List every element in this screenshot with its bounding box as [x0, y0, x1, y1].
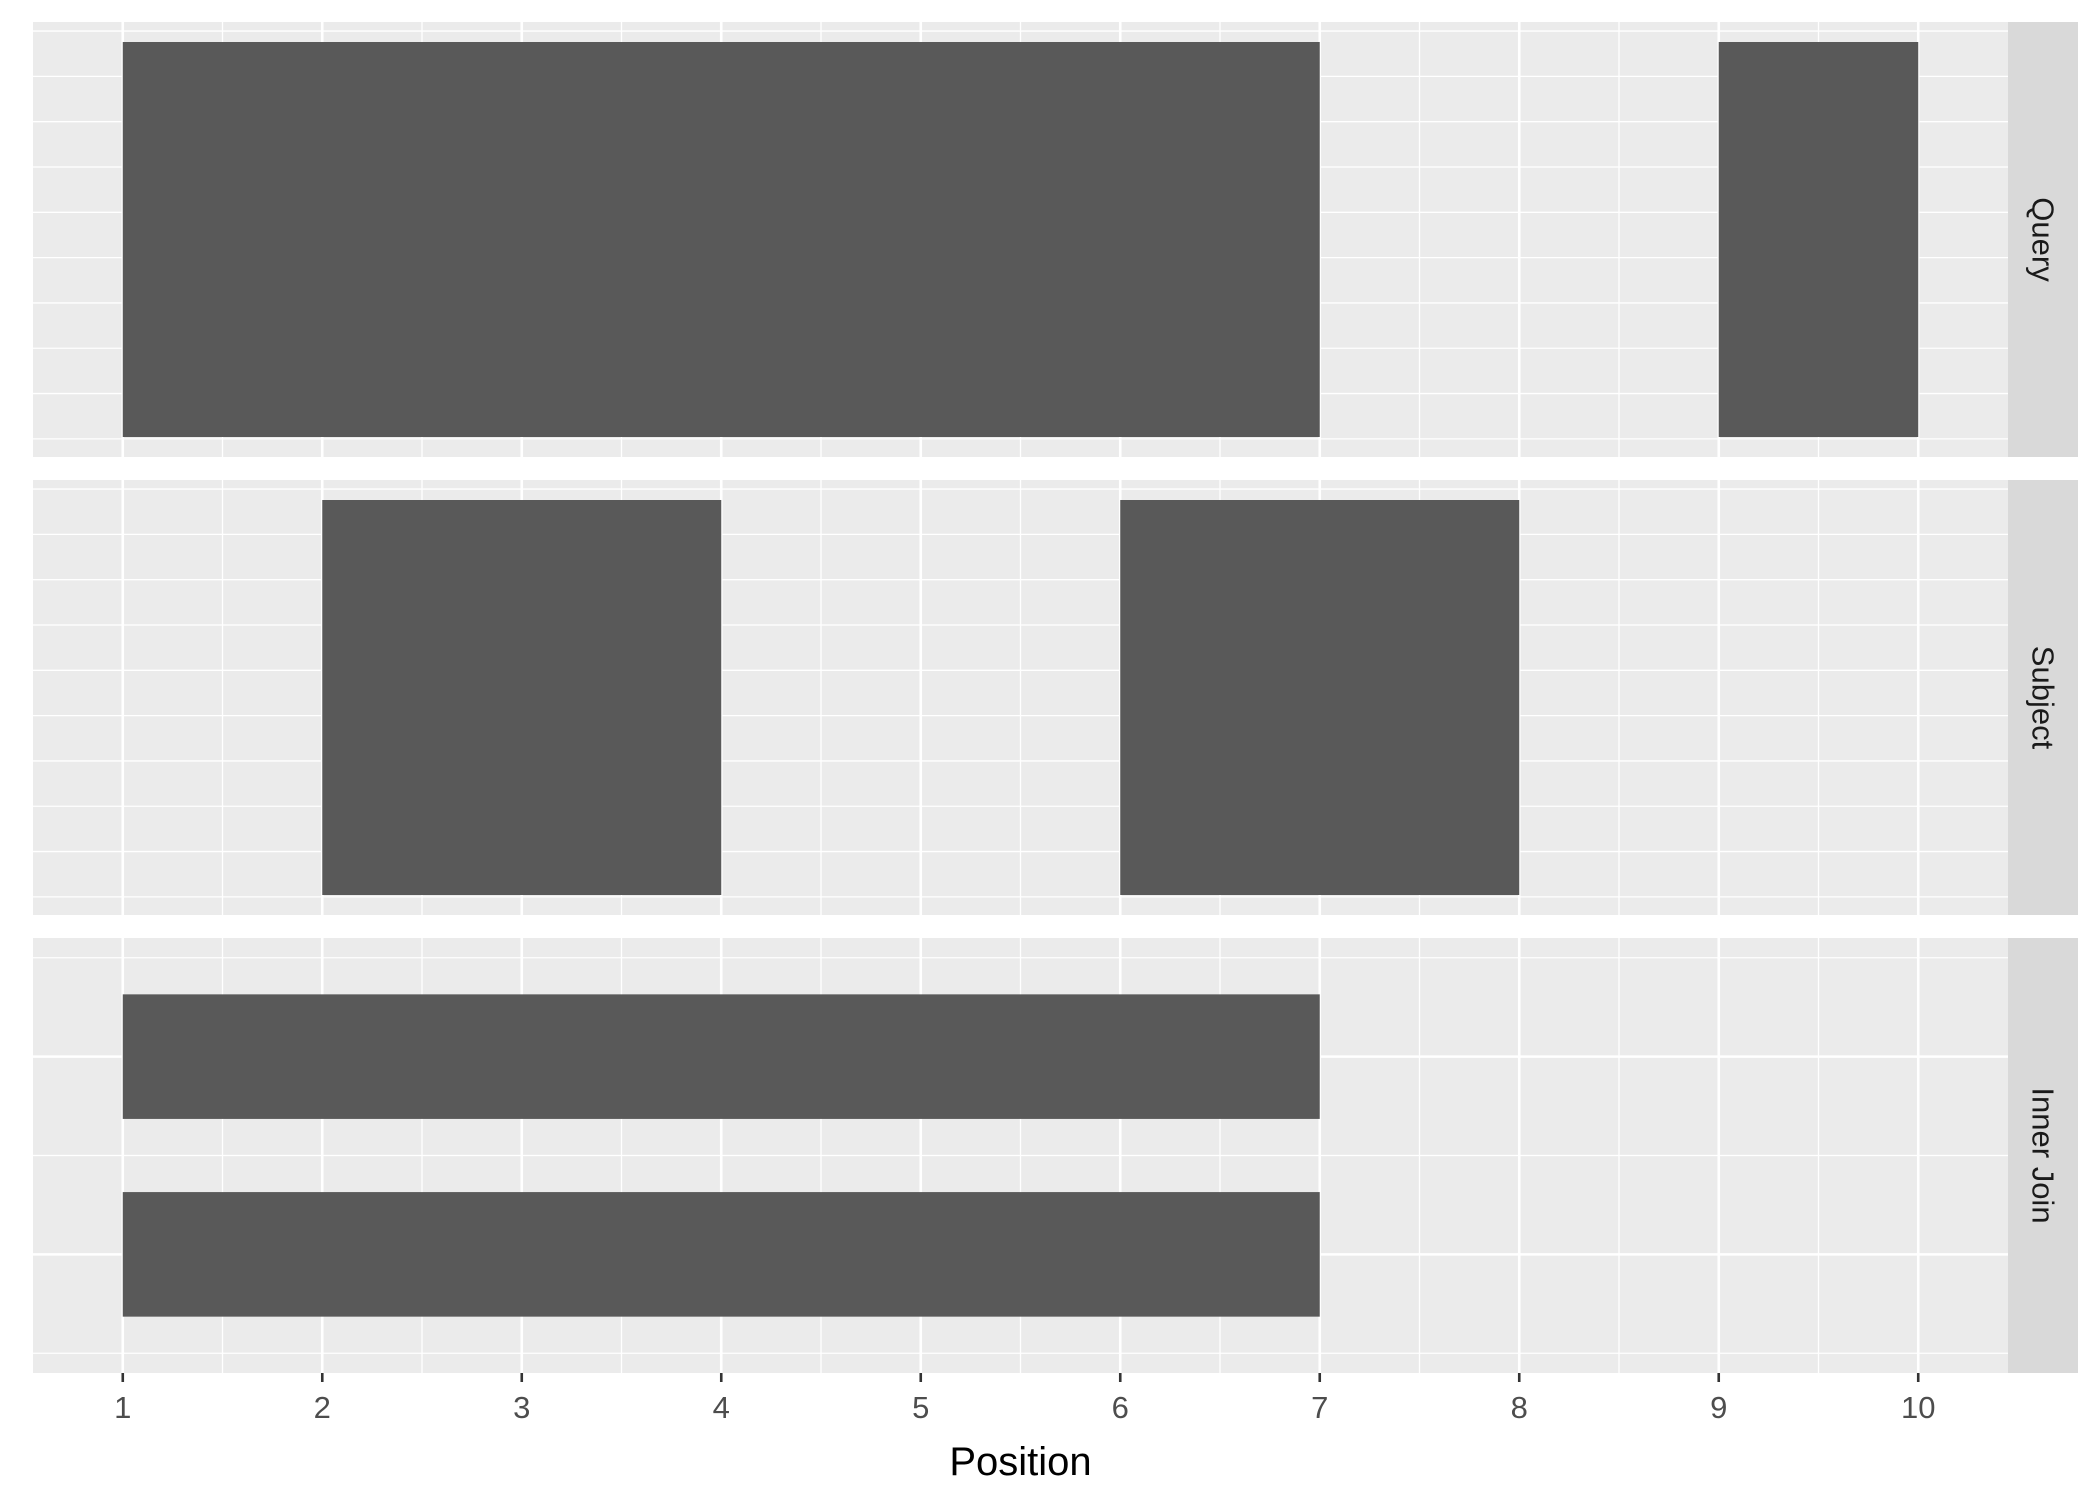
- x-tick-label: 8: [1511, 1390, 1528, 1425]
- facet-panel: Query: [33, 22, 2078, 457]
- x-tick-label: 4: [713, 1390, 730, 1425]
- x-tick-label: 5: [912, 1390, 929, 1425]
- x-tick-label: 3: [513, 1390, 530, 1425]
- range-bar: [1120, 500, 1520, 895]
- facet-strip: [2008, 480, 2078, 915]
- facet-strip-label: Query: [2026, 197, 2061, 282]
- x-axis-title: Position: [949, 1440, 1091, 1484]
- x-tick-label: 10: [1901, 1390, 1935, 1425]
- facet-strip-label: Inner Join: [2026, 1087, 2061, 1223]
- facet-panel: Inner Join: [33, 938, 2078, 1373]
- range-bar: [122, 1192, 1320, 1317]
- facet-strip: [2008, 22, 2078, 457]
- x-tick-label: 9: [1710, 1390, 1727, 1425]
- x-tick-label: 6: [1112, 1390, 1129, 1425]
- x-tick-label: 2: [314, 1390, 331, 1425]
- range-bar: [122, 42, 1320, 437]
- facet-panels: Query Subject Inner Join: [33, 22, 2078, 1373]
- range-bar: [322, 500, 722, 895]
- facet-strip-label: Subject: [2026, 646, 2061, 750]
- range-bar: [1718, 42, 1919, 437]
- x-tick-label: 1: [114, 1390, 131, 1425]
- range-bar: [122, 994, 1320, 1119]
- x-tick-label: 7: [1311, 1390, 1328, 1425]
- facet-panel: Subject: [33, 480, 2078, 915]
- facet-strip: [2008, 938, 2078, 1373]
- x-axis: 1 2 3 4 5 6 7 8 9 10: [114, 1373, 1935, 1425]
